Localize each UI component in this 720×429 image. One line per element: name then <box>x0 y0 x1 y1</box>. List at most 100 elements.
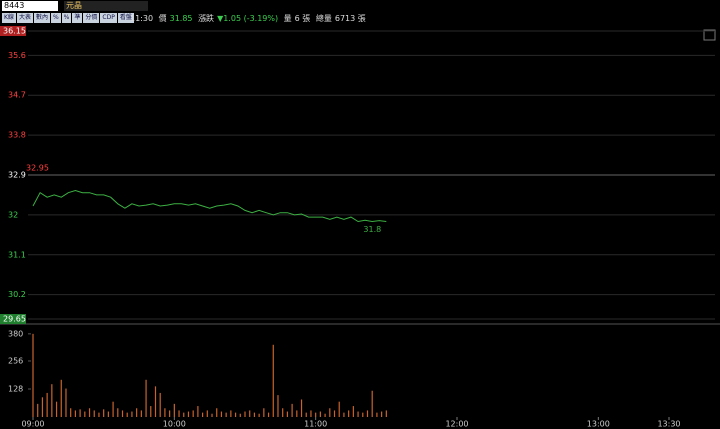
volume-bar <box>98 412 100 417</box>
volume-bar <box>230 410 232 417</box>
volume-bar <box>159 392 161 417</box>
toolbar-button[interactable]: 大表 <box>16 13 33 23</box>
y-tick-label: 33.8 <box>8 131 26 140</box>
y-tick-label: 380 <box>8 329 23 338</box>
volume-bar <box>84 411 86 417</box>
y-tick-label: 30.2 <box>8 290 26 299</box>
volume-bar <box>41 397 44 417</box>
volume-bar <box>319 411 321 417</box>
toolbar-button[interactable]: 分價 <box>83 13 100 23</box>
volume-bar <box>150 406 152 417</box>
buttons: K線 大表 數內%% 準分價 CDP 看盤 <box>2 13 134 23</box>
volume-bar <box>244 411 246 417</box>
volume-bar <box>272 344 274 417</box>
volume-bar <box>173 403 175 417</box>
x-tick-label: 13:30 <box>657 420 680 429</box>
toolbar-button[interactable]: 數內 <box>33 13 50 23</box>
volume-bar <box>216 408 218 417</box>
volume-bar <box>249 410 251 417</box>
volume-bar <box>145 379 147 417</box>
volume-bar <box>343 412 345 417</box>
volume-label: 量 <box>283 14 292 23</box>
volume-bar <box>187 411 190 417</box>
volume-bar <box>333 410 336 417</box>
stock-name: 元晶 <box>64 1 148 11</box>
volume-bar <box>136 408 138 417</box>
volume-bar <box>253 412 256 417</box>
volume-bar <box>154 386 157 417</box>
volume-bar <box>366 410 369 417</box>
volume-bar <box>329 408 331 417</box>
y-tick-label: 35.6 <box>8 51 26 60</box>
volume-bar <box>126 412 128 417</box>
volume-bar <box>305 412 307 417</box>
y-tick-label: 31.1 <box>8 250 26 259</box>
change: ▼1.05 (-3.19%) <box>217 14 279 23</box>
volume-bar <box>37 403 39 417</box>
x-tick-label: 10:00 <box>163 420 186 429</box>
volume-bar <box>381 411 383 417</box>
volume-bar <box>315 412 317 417</box>
x-tick-label: 12:00 <box>445 420 468 429</box>
volume-bar <box>183 412 185 417</box>
volume-bar <box>362 412 364 417</box>
volume-bar <box>131 411 133 417</box>
toolbar-button[interactable]: % <box>50 13 61 23</box>
volume-bar <box>206 410 208 417</box>
price-label: 價 <box>158 14 167 23</box>
symbol-input[interactable]: 8443 <box>2 1 58 11</box>
toolbar-button[interactable]: K線 <box>2 13 16 23</box>
volume-bar <box>371 390 373 417</box>
volume-bar <box>197 406 199 417</box>
volume-bar <box>88 408 91 417</box>
volume-bar <box>192 410 194 417</box>
toolbar-button[interactable]: % <box>61 13 72 23</box>
y-tick-label: 128 <box>8 384 23 393</box>
volume-bar <box>348 410 350 417</box>
volume-bar <box>74 410 76 417</box>
volume-bar <box>267 412 270 417</box>
toolbar-button[interactable]: 看盤 <box>117 13 134 23</box>
time: 11:30 <box>130 14 154 23</box>
volume-bar <box>164 408 166 417</box>
volume-bar <box>178 410 180 417</box>
toolbar-button[interactable]: CDP <box>100 13 117 23</box>
volume-bar <box>286 411 288 417</box>
volume-bar <box>385 410 387 417</box>
annotation: 32.95 <box>26 164 49 173</box>
volume-bar <box>55 401 58 417</box>
total-label: 總量 <box>315 14 332 23</box>
price: 31.85 <box>169 14 193 23</box>
volume-bar <box>140 410 142 417</box>
volume-bar <box>107 411 109 417</box>
limit-badge <box>0 26 26 36</box>
toolbar-button[interactable]: 準 <box>72 13 83 23</box>
volume-bar <box>263 408 265 417</box>
y-tick-label: 32.9 <box>8 171 26 180</box>
volume-bar <box>258 413 260 417</box>
total: 6713 張 <box>334 14 366 23</box>
volume-bar <box>300 399 303 417</box>
volume-bar <box>291 403 293 417</box>
volume-bar <box>234 412 237 417</box>
expand-icon[interactable] <box>703 29 716 41</box>
x-tick-label: 13:00 <box>587 420 610 429</box>
volume-bar <box>70 408 72 417</box>
volume-bar <box>357 411 359 417</box>
x-tick-label: 09:00 <box>21 420 44 429</box>
volume-bar <box>79 409 81 417</box>
volume-bar <box>46 392 48 417</box>
volume-bar <box>202 412 204 417</box>
volume-bar <box>225 412 227 417</box>
volume-bar <box>220 411 223 417</box>
annotation: 31.8 <box>363 225 381 234</box>
volume-bar <box>112 401 114 417</box>
y-tick-label: 34.7 <box>8 91 26 100</box>
price-line <box>32 189 387 223</box>
volume-bar <box>117 408 119 417</box>
volume-bar <box>376 412 378 417</box>
y-tick-label: 32 <box>8 210 18 219</box>
